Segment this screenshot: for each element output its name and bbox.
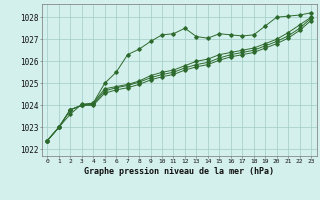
X-axis label: Graphe pression niveau de la mer (hPa): Graphe pression niveau de la mer (hPa): [84, 167, 274, 176]
